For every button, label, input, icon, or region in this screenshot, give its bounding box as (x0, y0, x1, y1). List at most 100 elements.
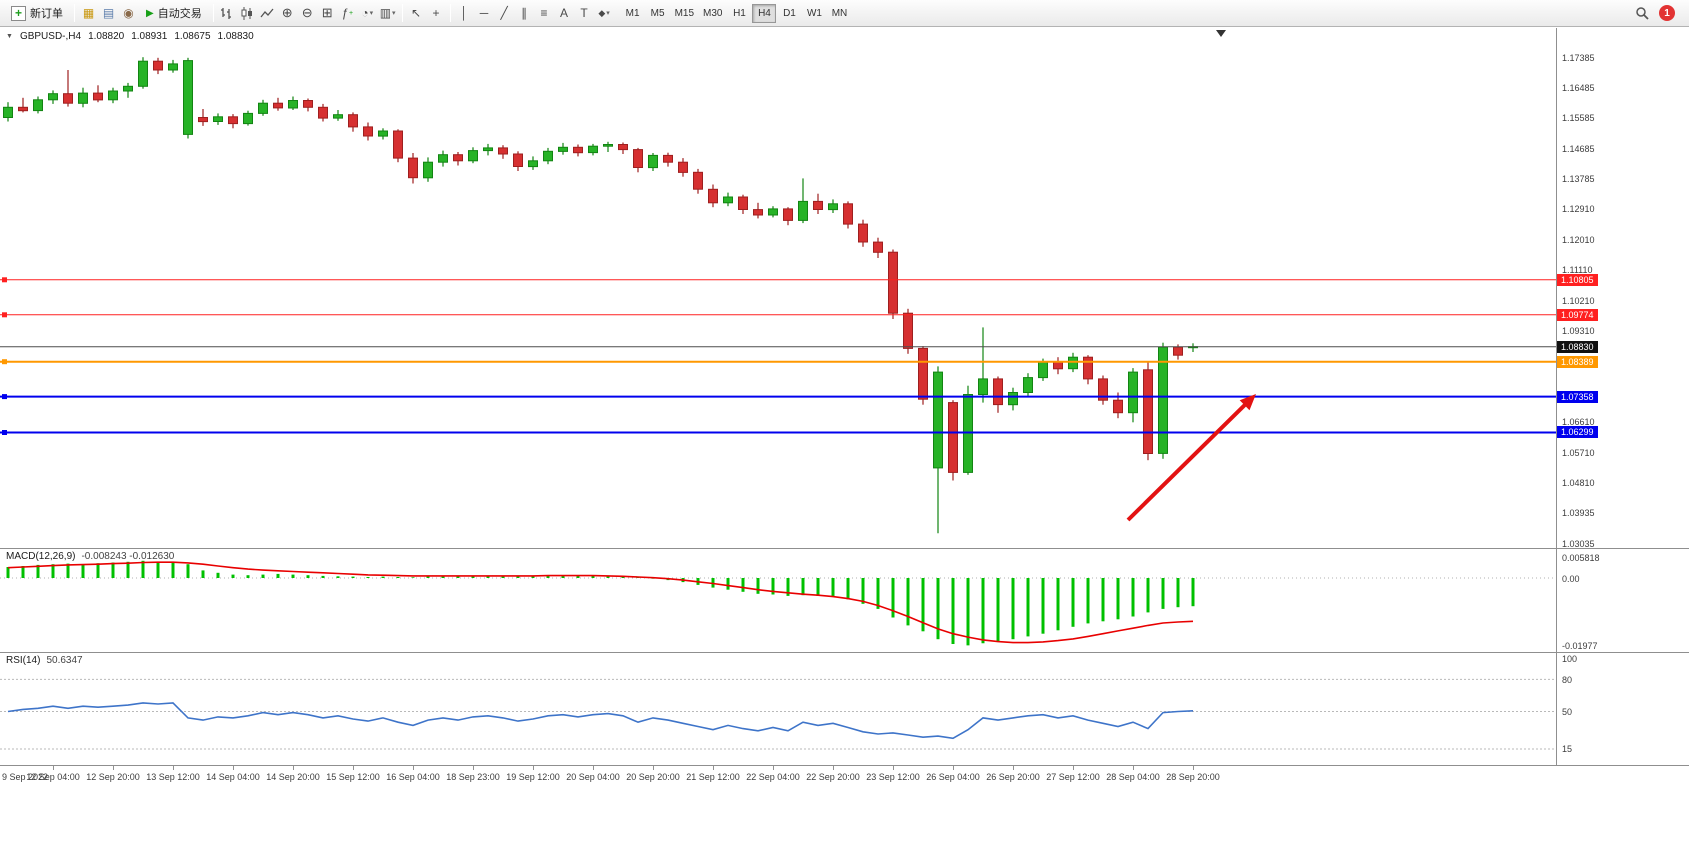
time-tick-label: 12 Sep 04:00 (26, 772, 80, 782)
hline-handle[interactable] (2, 359, 7, 365)
toolbar-separator (74, 4, 75, 22)
vertical-line-button[interactable]: │ (455, 3, 474, 23)
hline-handle[interactable] (2, 394, 7, 400)
dropdown-arrow-icon: ▾ (369, 10, 374, 17)
macd-title: MACD(12,26,9) (6, 551, 76, 562)
hline-handle[interactable] (2, 277, 7, 283)
timeframe-H1[interactable]: H1 (727, 4, 751, 23)
timeframe-W1[interactable]: W1 (802, 4, 826, 23)
periods-button[interactable]: ◔ ▾ (358, 3, 377, 23)
time-tick-mark (653, 766, 654, 770)
text-label-button[interactable]: T (575, 3, 594, 23)
timeframe-M30[interactable]: M30 (699, 4, 726, 23)
line-chart-button[interactable] (258, 3, 277, 23)
templates-button[interactable]: ▥ ▾ (378, 3, 398, 23)
candlestick-series (3, 57, 1198, 534)
price-tick: 1.03035 (1562, 538, 1595, 549)
line-chart-icon (260, 8, 274, 17)
timeframe-H4[interactable]: H4 (752, 3, 777, 23)
price-tick: 1.11110 (1562, 265, 1593, 276)
data-window-button[interactable]: ▤ (99, 3, 118, 23)
terminal-button[interactable]: ◉ (119, 3, 138, 23)
quote-high: 1.08931 (131, 31, 168, 42)
time-tick-label: 22 Sep 04:00 (746, 772, 800, 782)
macd-indicator-panel: MACD(12,26,9) -0.008243 -0.012630 (0, 549, 1556, 652)
channel-icon: ∥ (521, 6, 528, 20)
tile-windows-icon: ⊞ (321, 5, 333, 20)
market-watch-icon: ▦ (82, 6, 95, 20)
chart-shift-marker[interactable] (1216, 30, 1226, 37)
crosshair-button[interactable]: + (427, 3, 446, 23)
quote-close: 1.08830 (217, 31, 254, 42)
bar-chart-button[interactable] (218, 3, 237, 23)
time-tick-label: 28 Sep 04:00 (1106, 772, 1160, 782)
channel-button[interactable]: ∥ (515, 3, 534, 23)
macd-signal-line (7, 561, 1194, 644)
rsi-value: 50.6347 (46, 655, 83, 666)
trendline-button[interactable]: ╱ (495, 3, 514, 23)
panel-divider[interactable] (0, 548, 1689, 549)
dropdown-arrow-icon: ▾ (392, 10, 396, 17)
zoom-out-icon: ⊖ (301, 5, 313, 20)
tile-windows-button[interactable]: ⊞ (318, 3, 337, 23)
candlestick-chart-button[interactable] (238, 3, 257, 23)
horizontal-line-button[interactable]: ─ (475, 3, 494, 23)
quote-open: 1.08820 (88, 31, 125, 42)
data-window-icon: ▤ (102, 6, 115, 20)
notification-badge[interactable]: 1 (1659, 5, 1675, 21)
shapes-button[interactable]: ◆ ▾ (595, 3, 614, 23)
dropdown-arrow-icon: + (349, 9, 354, 17)
price-tick: 1.17385 (1562, 52, 1595, 63)
fibonacci-button[interactable]: ≡ (535, 3, 554, 23)
bottom-margin (0, 791, 1689, 854)
timeframe-M5[interactable]: M5 (646, 4, 670, 23)
template-icon: ▥ (379, 6, 392, 20)
timeframe-toolbar: M1 M5 M15 M30 H1 H4 D1 W1 MN (621, 3, 852, 23)
panel-divider[interactable] (0, 652, 1689, 653)
time-tick-mark (293, 766, 294, 770)
time-tick-mark (953, 766, 954, 770)
rsi-axis-tick: 100 (1562, 653, 1578, 664)
macd-axis-tick: -0.01977 (1562, 641, 1598, 652)
time-tick-mark (353, 766, 354, 770)
price-badge-1.08389: 1.08389 (1557, 355, 1598, 368)
new-order-button[interactable]: + 新订单 (4, 2, 70, 24)
price-tick: 1.15585 (1562, 113, 1595, 124)
rsi-label: RSI(14) 50.6347 (6, 655, 83, 666)
time-tick-label: 28 Sep 20:00 (1166, 772, 1220, 782)
chart-menu-icon[interactable]: ▼ (6, 33, 13, 40)
market-watch-button[interactable]: ▦ (79, 3, 98, 23)
time-tick-label: 14 Sep 20:00 (266, 772, 320, 782)
search-button[interactable] (1632, 3, 1651, 23)
text-button[interactable]: A (555, 3, 574, 23)
fibonacci-icon: ≡ (540, 6, 548, 20)
cursor-button[interactable]: ↖ (407, 3, 426, 23)
macd-plot[interactable] (0, 549, 1556, 652)
timeframe-M1[interactable]: M1 (621, 4, 645, 23)
time-tick-label: 19 Sep 12:00 (506, 772, 560, 782)
price-scale[interactable]: 1.17385 1.16485 1.15585 1.14685 1.13785 1.129… (1556, 28, 1689, 765)
time-scale[interactable]: 9 Sep 2022 12 Sep 04:00 12 Sep 20:00 13 Sep… (0, 765, 1689, 791)
hline-handle[interactable] (2, 430, 7, 435)
search-icon (1635, 7, 1649, 20)
timeframe-M15[interactable]: M15 (671, 4, 698, 23)
rsi-plot[interactable] (0, 653, 1556, 765)
timeframe-D1[interactable]: D1 (777, 4, 801, 23)
price-chart-plot[interactable] (0, 28, 1556, 548)
price-tick: 1.13785 (1562, 174, 1595, 185)
hline-handle[interactable] (2, 312, 7, 318)
terminal-icon: ◉ (123, 6, 134, 20)
price-badge-1.10805: 1.10805 (1557, 273, 1598, 286)
horizontal-lines (0, 277, 1556, 435)
price-tick: 1.05710 (1562, 447, 1595, 458)
timeframe-MN[interactable]: MN (827, 4, 851, 23)
text-icon: A (560, 6, 569, 20)
trend-arrow-annotation[interactable] (1126, 394, 1256, 522)
zoom-in-button[interactable]: ⊕ (278, 3, 297, 23)
autotrading-button[interactable]: ▶ 自动交易 (139, 2, 209, 24)
indicators-button[interactable]: ƒ + (338, 3, 357, 23)
time-tick-mark (53, 766, 54, 770)
clock-icon: ◔ (361, 6, 369, 20)
zoom-out-button[interactable]: ⊖ (298, 3, 317, 23)
rsi-axis-tick: 80 (1562, 674, 1573, 685)
